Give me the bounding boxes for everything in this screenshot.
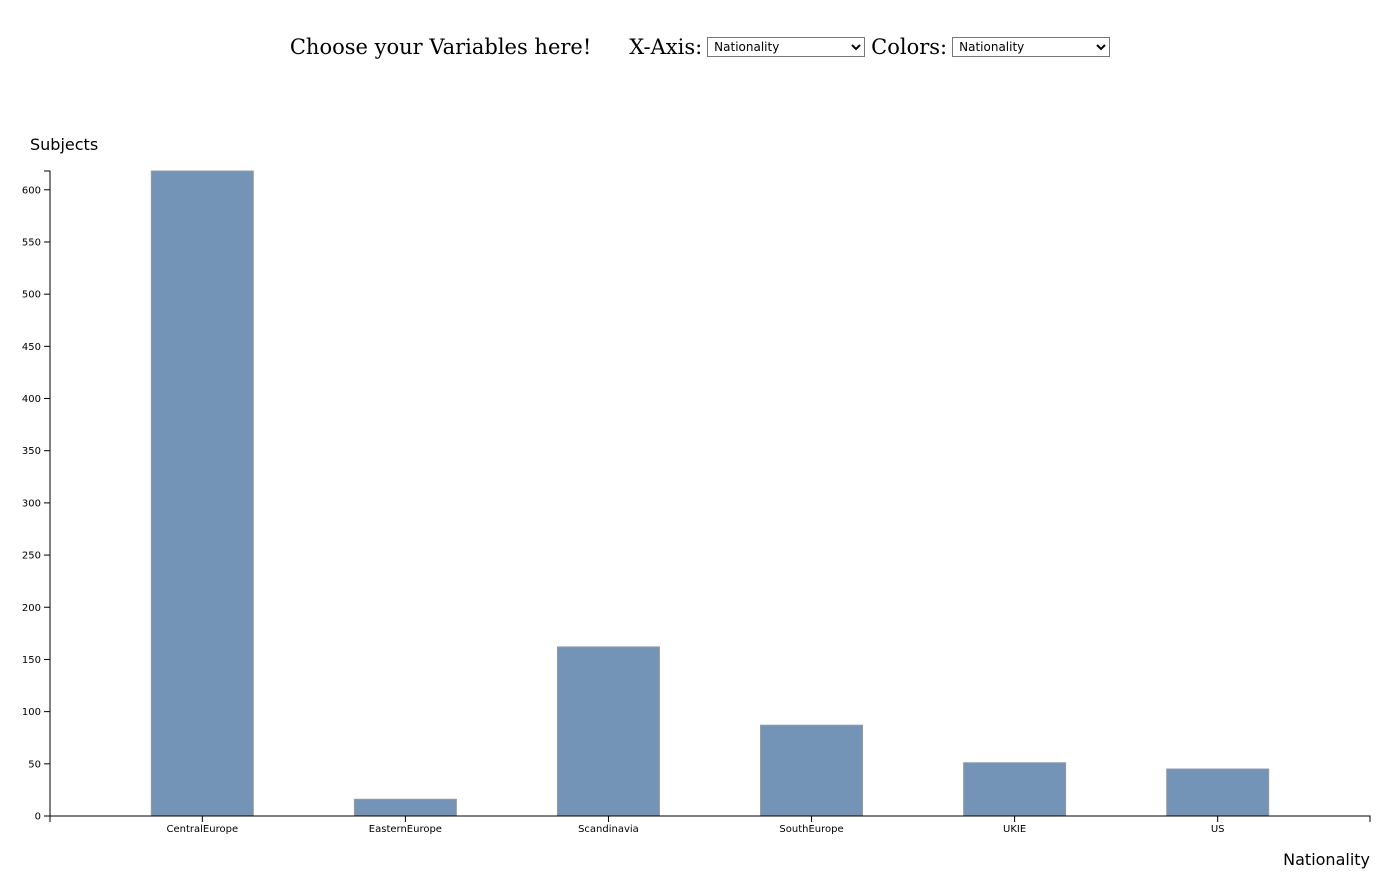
bar-us bbox=[1166, 768, 1270, 817]
y-axis: 0 50 100 150 200 250 300 350 400 450 500 550 600 bbox=[22, 170, 51, 823]
x-tick-label-scandinavia: Scandinavia bbox=[578, 824, 639, 835]
colors-select[interactable]: Nationality bbox=[952, 37, 1111, 57]
y-tick-label: 450 bbox=[22, 342, 41, 353]
y-tick-label: 300 bbox=[22, 498, 41, 509]
bar-scandinavia bbox=[556, 646, 660, 817]
x-axis: CentralEurope EasternEurope Scandinavia Sou… bbox=[49, 815, 1371, 835]
bar-southeurope bbox=[760, 724, 864, 817]
x-axis-title: Nationality bbox=[1283, 850, 1370, 869]
colors-label: Colors: bbox=[871, 35, 948, 59]
y-axis-line bbox=[44, 170, 51, 817]
y-tick-label: 200 bbox=[22, 603, 41, 614]
y-tick-label: 600 bbox=[22, 185, 41, 196]
bars-group bbox=[150, 170, 1270, 817]
y-axis-title: Subjects bbox=[30, 135, 98, 154]
y-tick-label: 350 bbox=[22, 446, 41, 457]
y-tick-label: 400 bbox=[22, 394, 41, 405]
x-tick-label-centraleurope: CentralEurope bbox=[167, 824, 239, 835]
x-axis-line bbox=[49, 815, 1371, 822]
y-tick-label: 0 bbox=[35, 812, 41, 823]
y-tick-label: 100 bbox=[22, 707, 41, 718]
controls-heading: Choose your Variables here! bbox=[289, 35, 592, 59]
x-tick-label-southeurope: SouthEurope bbox=[779, 824, 843, 835]
y-tick-label: 500 bbox=[22, 290, 41, 301]
bar-centraleurope bbox=[150, 170, 254, 817]
y-tick-label: 150 bbox=[22, 655, 41, 666]
y-tick-label: 50 bbox=[28, 759, 41, 770]
x-tick-label-us: US bbox=[1211, 824, 1225, 835]
bar-ukie bbox=[963, 762, 1067, 817]
x-tick-label-ukie: UKIE bbox=[1003, 824, 1026, 835]
x-axis-label: X-Axis: bbox=[629, 35, 703, 59]
y-tick-label: 550 bbox=[22, 237, 41, 248]
variable-controls: Choose your Variables here! X-Axis: Nati… bbox=[0, 31, 1400, 63]
x-tick-label-easterneurope: EasternEurope bbox=[369, 824, 442, 835]
x-axis-select[interactable]: Nationality bbox=[707, 37, 866, 57]
bar-easterneurope bbox=[353, 798, 457, 817]
y-tick-label: 250 bbox=[22, 551, 41, 562]
